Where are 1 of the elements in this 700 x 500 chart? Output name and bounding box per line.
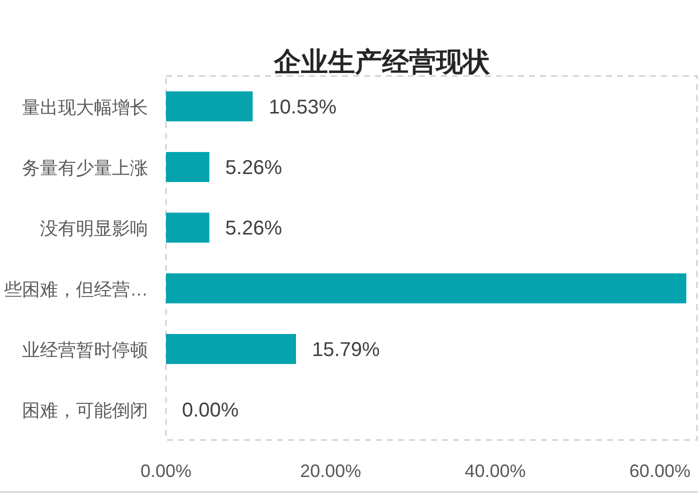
title: 企业生产经营现状 bbox=[274, 47, 490, 77]
